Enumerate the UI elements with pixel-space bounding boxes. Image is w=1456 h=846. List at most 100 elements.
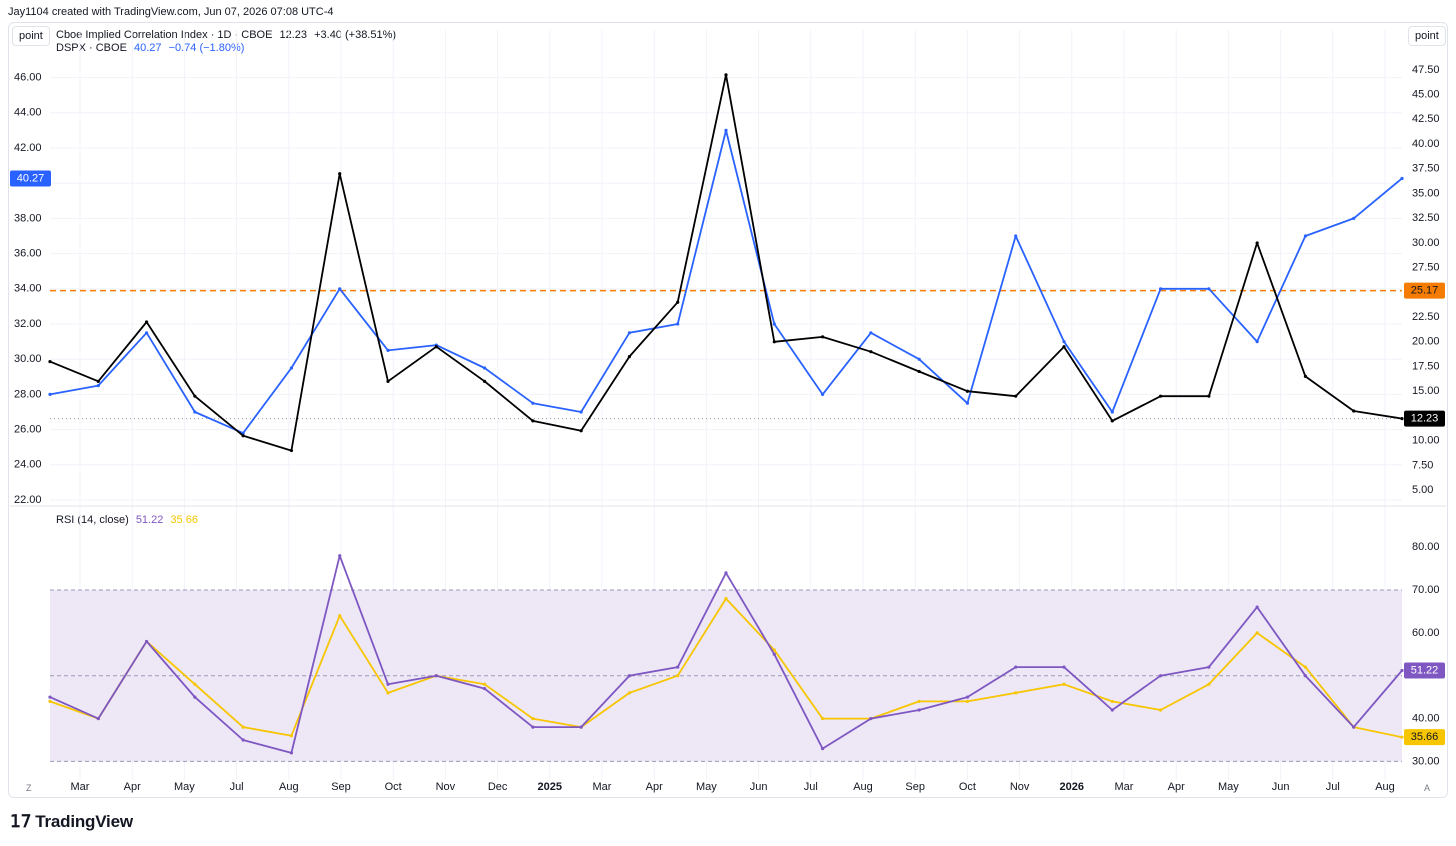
left-unit-button[interactable]: point [12, 26, 50, 46]
right-axis-tick: 20.00 [1412, 336, 1440, 348]
dspx-point [772, 322, 776, 326]
rsi-point [386, 682, 390, 686]
cor-point [579, 429, 583, 433]
cor-point [96, 379, 100, 383]
rsi-point [869, 716, 873, 721]
cor-point [1158, 394, 1163, 398]
rsi-axis-tick: 30.00 [1412, 755, 1440, 767]
right-axis-tick: 22.50 [1412, 311, 1440, 323]
right-axis-tick: 27.50 [1412, 262, 1440, 274]
rsi-point [772, 652, 776, 656]
legend-rsi-name: RSI (14, close) [56, 514, 129, 526]
legend-dspx-change: −0.74 (−1.80%) [168, 42, 245, 54]
cor-point [1062, 345, 1066, 349]
rsi-ma-last-badge-bg [1404, 729, 1445, 746]
dspx-point [1352, 216, 1356, 220]
left-axis-tick: 26.00 [14, 424, 42, 436]
dspx-point [724, 128, 728, 132]
dspx-last-badge-bg [10, 170, 51, 187]
right-axis-tick: 30.00 [1412, 237, 1440, 249]
cor-point [1110, 419, 1114, 423]
rsi-point [724, 571, 728, 575]
x-axis-label: May [174, 781, 195, 793]
rsi-ma-point [482, 682, 487, 686]
cor-point [289, 448, 294, 453]
cor-point [144, 320, 149, 324]
rsi-ma-point [820, 716, 825, 721]
legend-rsi[interactable]: RSI (14, close) 51.22 35.66 [56, 514, 202, 526]
cor-point [627, 355, 632, 359]
dspx-point [1110, 410, 1114, 414]
right-axis-tick: 40.00 [1412, 138, 1440, 150]
dspx-point [917, 357, 921, 361]
cor-point [386, 379, 390, 383]
tradingview-mark-icon: 𝟣𝟩 [10, 812, 32, 831]
x-axis-label: May [696, 781, 717, 793]
x-axis-label: Jul [230, 781, 244, 793]
legend-cor[interactable]: Cboe Implied Correlation Index · 1D · CB… [56, 29, 400, 41]
rsi-point [1062, 665, 1066, 669]
right-axis-tick: 42.50 [1412, 113, 1440, 125]
cor-point [869, 350, 873, 354]
x-axis-label: Mar [1115, 781, 1134, 793]
dspx-last-badge: 40.27 [17, 172, 45, 184]
rsi-ma-point [289, 734, 294, 738]
legend-dspx[interactable]: DSPX · CBOE 40.27 −0.74 (−1.80%) [56, 42, 248, 54]
legend-dspx-name: DSPX · CBOE [56, 42, 127, 54]
rsi-ma-point [1207, 682, 1211, 686]
dspx-point [627, 331, 632, 335]
cor-point [482, 379, 487, 383]
dspx-point [1255, 340, 1259, 344]
dspx-point [676, 322, 680, 326]
cor-point [1303, 374, 1308, 379]
right-axis-tick: 37.50 [1412, 163, 1440, 175]
dspx-point [1158, 287, 1163, 291]
dspx-point [820, 392, 825, 396]
cor-point [1014, 394, 1018, 398]
rsi-point [482, 686, 487, 691]
dspx-point [193, 410, 197, 414]
dspx-point [144, 331, 149, 335]
right-unit-button[interactable]: point [1408, 26, 1446, 46]
rsi-point [1014, 665, 1018, 669]
rsi-ma-point [1110, 699, 1114, 704]
timezone-button[interactable]: Z [26, 783, 32, 793]
cor-point [917, 369, 921, 374]
left-axis-tick: 36.00 [14, 248, 42, 260]
rsi-point [917, 708, 921, 712]
x-axis-label: Aug [1375, 781, 1395, 793]
x-axis-label: Aug [853, 781, 873, 793]
legend-cor-change: +3.40 (+38.51%) [314, 29, 397, 41]
cor-point [193, 394, 197, 398]
tradingview-logo[interactable]: 𝟣𝟩 TradingView [10, 812, 133, 832]
rsi-point [676, 665, 680, 669]
level-badge: 25.17 [1411, 285, 1439, 297]
dspx-line [49, 129, 1403, 435]
cor-point [1255, 241, 1259, 245]
x-axis-label: Jul [804, 781, 818, 793]
x-axis-label: 2025 [538, 781, 562, 793]
left-axis-tick: 42.00 [14, 142, 42, 154]
cor-point [1400, 417, 1404, 421]
rsi-point [579, 725, 583, 729]
rsi-ma-last-badge: 35.66 [1411, 731, 1439, 743]
auto-scale-button[interactable]: A [1424, 783, 1431, 793]
left-axis-tick: 22.00 [14, 494, 42, 506]
x-axis-label: Dec [488, 781, 508, 793]
rsi-ma-point [531, 716, 535, 721]
x-axis-label: Jun [750, 781, 768, 793]
dspx-point [965, 401, 970, 405]
cor-point [434, 345, 438, 349]
rsi-last-badge: 51.22 [1411, 664, 1439, 676]
dspx-point [1303, 234, 1308, 238]
cor-point [241, 434, 245, 438]
rsi-ma-point [965, 699, 970, 704]
rsi-point [1158, 674, 1163, 678]
right-axis-tick: 32.50 [1412, 212, 1440, 224]
cor-point [531, 419, 535, 423]
rsi-ma-point [1303, 665, 1308, 669]
rsi-ma-point [724, 596, 728, 601]
dspx-point [531, 401, 535, 405]
rsi-ma-point [386, 691, 390, 695]
